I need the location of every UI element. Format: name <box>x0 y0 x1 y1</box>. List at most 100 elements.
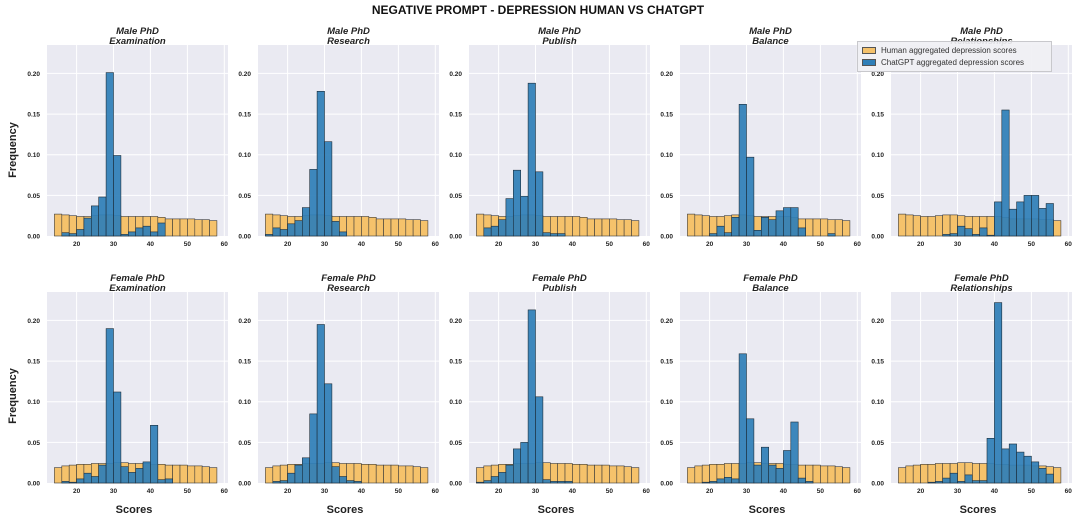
plot-area <box>891 45 1072 236</box>
human-bar <box>927 463 936 484</box>
chatgpt-bar <box>1016 451 1025 484</box>
human-bar <box>361 463 370 484</box>
chatgpt-bar <box>324 383 333 484</box>
human-bar <box>390 464 399 484</box>
y-tick-label: 0.10 <box>449 152 462 159</box>
plot-area <box>47 292 228 483</box>
human-bar <box>631 220 640 237</box>
x-tick-label: 40 <box>780 241 788 248</box>
plot-area <box>680 45 861 236</box>
x-tick-label: 30 <box>532 241 540 248</box>
human-bar <box>609 465 618 484</box>
plot-area <box>469 292 650 483</box>
human-bar <box>934 215 943 237</box>
legend-entry-chatgpt: ChatGPT aggregated depression scores <box>862 57 1024 68</box>
y-tick-label: 0.10 <box>660 152 673 159</box>
human-bar <box>265 213 274 237</box>
human-bar <box>842 467 851 484</box>
y-tick-label: 0.00 <box>871 481 884 488</box>
y-tick-label: 0.10 <box>238 152 251 159</box>
x-tick-label: 60 <box>432 241 440 248</box>
human-bar <box>412 466 421 484</box>
chatgpt-bar <box>797 227 806 237</box>
chatgpt-bar <box>557 481 566 484</box>
x-tick-label: 20 <box>706 241 714 248</box>
y-tick-label: 0.20 <box>449 71 462 78</box>
plot-area <box>258 292 439 483</box>
x-tick-label: 60 <box>221 488 229 495</box>
x-tick-label: 40 <box>358 241 366 248</box>
x-tick-label: 20 <box>284 488 292 495</box>
chatgpt-bar <box>287 223 296 237</box>
y-tick-label: 0.05 <box>871 440 884 447</box>
x-tick-label: 20 <box>706 488 714 495</box>
human-bar <box>820 218 829 237</box>
chatgpt-bar <box>61 481 70 484</box>
human-bar <box>623 466 632 484</box>
panel-title-line-1: Female PhD <box>532 273 587 284</box>
human-bar <box>579 463 588 484</box>
human-bar <box>586 218 595 237</box>
chatgpt-bar <box>723 476 732 484</box>
human-bar <box>949 214 958 237</box>
y-tick-label: 0.15 <box>449 359 462 366</box>
human-bar <box>905 214 914 237</box>
panel-title-line-1: Female PhD <box>743 273 798 284</box>
human-bar <box>346 463 355 484</box>
chatgpt-bar <box>301 457 310 484</box>
chatgpt-bar <box>979 227 988 237</box>
human-bar <box>898 213 907 237</box>
x-tick-label: 50 <box>1028 241 1036 248</box>
human-bar <box>187 218 196 237</box>
x-tick-label: 20 <box>495 241 503 248</box>
chatgpt-bar <box>994 302 1003 484</box>
chatgpt-bar <box>309 413 318 484</box>
chatgpt-bar <box>98 196 107 237</box>
human-bar <box>986 216 995 237</box>
chatgpt-bar <box>723 232 732 237</box>
human-bar <box>557 463 566 484</box>
human-bar <box>609 218 618 237</box>
chatgpt-bar <box>753 464 762 484</box>
chatgpt-bar <box>994 201 1003 237</box>
y-tick-label: 0.20 <box>27 71 40 78</box>
x-tick-label: 30 <box>532 488 540 495</box>
chatgpt-bar <box>113 155 122 237</box>
x-tick-label: 40 <box>569 488 577 495</box>
human-bar <box>927 216 936 237</box>
legend-swatch-chatgpt <box>862 59 876 66</box>
chatgpt-bar <box>775 468 784 484</box>
human-bar <box>564 463 573 484</box>
x-tick-label: 50 <box>184 488 192 495</box>
human-bar <box>549 463 558 484</box>
chatgpt-bar <box>805 481 814 484</box>
y-tick-label: 0.20 <box>660 318 673 325</box>
human-bar <box>368 463 377 484</box>
y-axis-label-row-2: Frequency <box>7 367 19 424</box>
human-bar <box>201 219 210 237</box>
chatgpt-bar <box>338 231 347 237</box>
chatgpt-bar <box>934 481 943 484</box>
chatgpt-bar <box>783 207 792 237</box>
plot-area <box>680 292 861 483</box>
y-tick-label: 0.10 <box>238 399 251 406</box>
chatgpt-bar <box>768 219 777 237</box>
panel-title-line-2: Research <box>327 283 370 294</box>
chatgpt-bar <box>979 480 988 484</box>
chatgpt-bar <box>557 233 566 237</box>
chatgpt-bar <box>549 233 558 237</box>
human-bar <box>842 220 851 237</box>
y-tick-label: 0.20 <box>238 71 251 78</box>
x-axis-label-4: Scores <box>749 504 786 516</box>
chatgpt-bar <box>490 225 499 237</box>
chatgpt-bar <box>731 478 740 484</box>
chatgpt-bar <box>949 233 958 237</box>
chatgpt-bar <box>775 210 784 237</box>
panel-title-line-1: Male PhD <box>327 26 370 37</box>
panel-title-line-2: Examination <box>109 36 166 47</box>
x-tick-label: 60 <box>221 241 229 248</box>
human-bar <box>601 464 610 484</box>
chatgpt-bar <box>783 450 792 484</box>
human-bar <box>353 463 362 484</box>
chatgpt-bar <box>790 207 799 237</box>
